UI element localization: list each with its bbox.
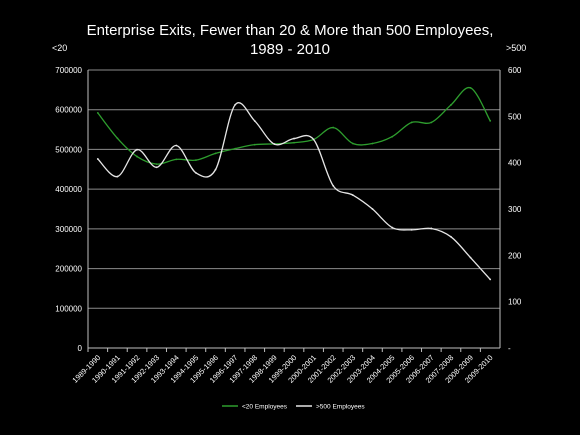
data-point: [489, 119, 492, 122]
data-point: [351, 194, 354, 197]
data-point: [371, 208, 374, 210]
data-point: [410, 228, 413, 231]
data-point: [116, 137, 119, 140]
data-point: [469, 86, 472, 89]
data-point: [312, 138, 315, 141]
data-point: [450, 235, 452, 238]
left-tick-label: 300000: [55, 225, 82, 234]
right-tick-label: -: [508, 344, 511, 353]
data-point: [253, 120, 256, 122]
left-tick-label: 400000: [55, 185, 82, 194]
data-point: [293, 137, 295, 140]
data-point: [96, 111, 99, 114]
data-point: [332, 184, 335, 187]
data-point: [430, 227, 433, 230]
left-tick-label: 100000: [55, 304, 82, 313]
right-tick-label: 400: [508, 159, 522, 168]
right-tick-label: 500: [508, 112, 522, 121]
data-point: [293, 141, 295, 144]
data-point: [155, 166, 158, 169]
series-line-under-20: [97, 86, 491, 165]
left-tick-label: 200000: [55, 265, 82, 274]
data-point: [195, 159, 197, 162]
data-point: [175, 158, 178, 161]
data-point: [116, 175, 119, 178]
data-point: [214, 168, 217, 171]
data-point: [410, 121, 413, 124]
data-point: [136, 155, 138, 158]
legend-label-under-20: <20 Employees: [242, 404, 288, 411]
right-tick-label: 300: [508, 205, 522, 214]
data-point: [371, 142, 374, 145]
legend-label-over-500: >500 Employees: [316, 404, 365, 411]
data-point: [450, 104, 452, 106]
data-point: [391, 135, 393, 138]
data-point: [175, 144, 178, 147]
data-point: [430, 121, 433, 124]
chart-title-line2: 1989 - 2010: [249, 41, 331, 58]
data-point: [489, 278, 492, 281]
left-axis-label: <20: [52, 43, 68, 53]
data-point: [155, 163, 158, 166]
data-point: [332, 126, 335, 129]
right-tick-label: 600: [508, 66, 522, 75]
left-tick-label: 700000: [55, 66, 82, 75]
data-point: [234, 147, 237, 150]
left-tick-label: 600000: [55, 106, 82, 115]
data-point: [351, 142, 354, 145]
chart-title-line1: Enterprise Exits, Fewer than 20 & More t…: [86, 22, 494, 39]
series-line-over-500: [97, 102, 491, 280]
data-point: [234, 103, 237, 106]
data-point: [391, 226, 393, 229]
right-tick-label: 100: [508, 298, 522, 307]
data-point: [195, 171, 197, 174]
data-point: [273, 143, 276, 146]
left-tick-label: 0: [78, 344, 83, 353]
data-point: [253, 143, 256, 146]
data-point: [469, 256, 472, 259]
right-axis-label: >500: [506, 43, 527, 53]
data-point: [136, 148, 138, 151]
right-tick-label: 200: [508, 251, 522, 260]
data-point: [96, 158, 99, 160]
data-point: [214, 152, 217, 155]
left-tick-label: 500000: [55, 145, 82, 154]
